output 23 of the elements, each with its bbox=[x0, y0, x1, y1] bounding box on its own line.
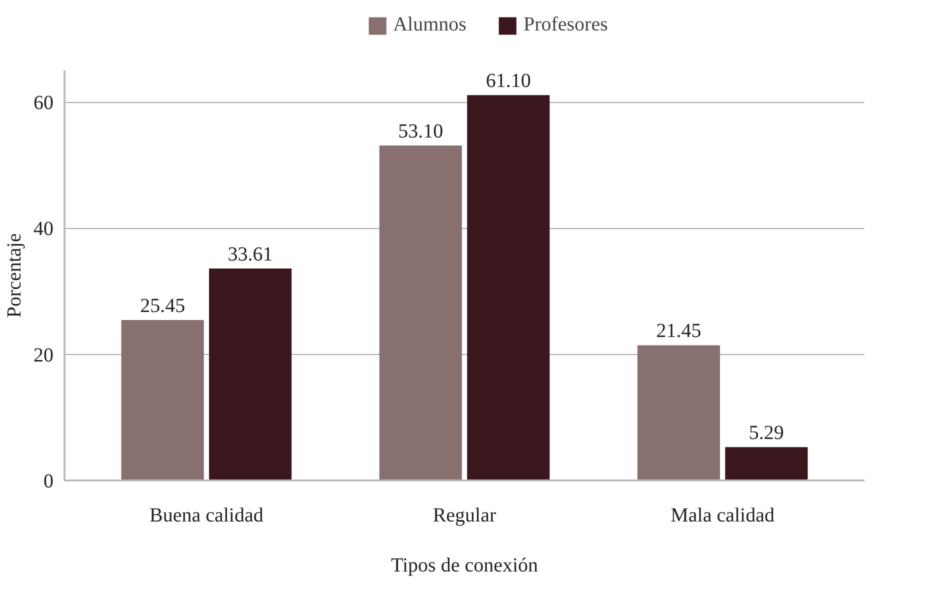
legend-label: Profesores bbox=[523, 14, 608, 36]
data-label: 61.10 bbox=[486, 70, 531, 92]
data-label: 33.61 bbox=[228, 244, 273, 266]
y-tick-label: 0 bbox=[44, 470, 54, 492]
bar bbox=[725, 447, 808, 480]
data-label: 21.45 bbox=[656, 320, 702, 342]
data-label: 5.29 bbox=[748, 422, 784, 444]
data-label: 25.45 bbox=[140, 294, 186, 317]
bar bbox=[379, 146, 462, 480]
x-tick-label: Mala calidad bbox=[670, 504, 774, 526]
x-tick-label: Regular bbox=[432, 504, 496, 526]
y-tick-label: 60 bbox=[34, 92, 54, 114]
bar bbox=[467, 95, 550, 480]
bar bbox=[209, 268, 292, 480]
bar bbox=[121, 320, 204, 480]
y-tick-label: 20 bbox=[34, 344, 54, 366]
y-axis-title: Porcentaje bbox=[4, 233, 26, 318]
data-label: 53.10 bbox=[398, 120, 444, 143]
legend-label: Alumnos bbox=[393, 14, 466, 36]
y-tick-label: 40 bbox=[34, 218, 54, 240]
bar bbox=[637, 345, 720, 480]
x-axis-title: Tipos de conexión bbox=[390, 554, 538, 576]
x-tick-label: Buena calidad bbox=[150, 504, 264, 526]
